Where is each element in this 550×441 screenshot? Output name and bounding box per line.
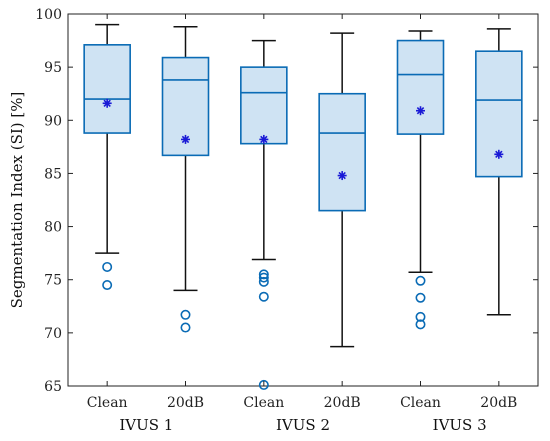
y-tick-label: 80 <box>44 220 62 236</box>
box-3 <box>240 39 288 390</box>
mean-marker-stroke <box>181 135 190 144</box>
outlier-point <box>258 269 269 280</box>
mean-marker <box>181 134 190 144</box>
y-tick-label: 70 <box>44 326 62 342</box>
outlier-point <box>180 322 191 333</box>
outlier-point <box>415 311 426 322</box>
y-tick-label: 90 <box>44 113 62 129</box>
outlier-point <box>258 291 269 302</box>
outlier-point <box>415 319 426 330</box>
mean-marker-stroke <box>103 99 111 107</box>
y-tick-label: 85 <box>44 166 62 182</box>
box-6 <box>475 28 523 316</box>
iqr-box <box>83 44 131 134</box>
group-label: IVUS 3 <box>433 416 487 434</box>
outlier-point <box>258 379 269 390</box>
mean-marker-stroke <box>260 135 268 144</box>
outlier-point <box>415 275 426 286</box>
box-series <box>83 23 523 390</box>
box-5 <box>396 30 445 330</box>
iqr-box <box>240 66 288 145</box>
mean-marker <box>259 134 269 144</box>
y-tick-label: 100 <box>35 7 62 23</box>
outlier-point <box>102 280 113 291</box>
box-1 <box>83 23 131 291</box>
mean-marker-stroke <box>416 107 425 115</box>
mean-marker <box>416 106 425 116</box>
iqr-box <box>396 39 445 135</box>
group-label: IVUS 1 <box>119 416 173 434</box>
y-tick-label: 95 <box>44 60 62 76</box>
plot-frame <box>67 13 539 387</box>
x-tick-label: 20dB <box>480 395 517 411</box>
box-4 <box>318 32 366 348</box>
x-tick-label: Clean <box>87 395 128 411</box>
mean-marker <box>337 171 347 181</box>
mean-marker-stroke <box>495 150 503 159</box>
box-2 <box>161 26 210 333</box>
group-label: IVUS 2 <box>276 416 330 434</box>
outlier-point <box>258 272 269 283</box>
x-tick-label: Clean <box>243 395 284 411</box>
outlier-point <box>258 276 269 287</box>
y-axis-title: Segmentation Index (SI) [%] <box>8 92 26 309</box>
mean-marker <box>102 98 112 108</box>
y-tick-label: 75 <box>44 273 62 289</box>
axis-frame <box>67 13 539 387</box>
x-tick-label: 20dB <box>167 395 204 411</box>
axis-ticks: 65 70 75 80 85 90 95 100 Clean 20dB Clean 20dB Clean… <box>35 7 538 434</box>
outlier-point <box>180 309 191 320</box>
iqr-box <box>318 92 366 212</box>
mean-marker-stroke <box>338 171 346 180</box>
x-tick-label: 20dB <box>324 395 361 411</box>
mean-marker <box>494 149 504 159</box>
outlier-point <box>102 261 113 272</box>
x-tick-label: Clean <box>400 395 441 411</box>
y-tick-label: 65 <box>44 379 62 395</box>
outlier-point <box>415 292 426 303</box>
